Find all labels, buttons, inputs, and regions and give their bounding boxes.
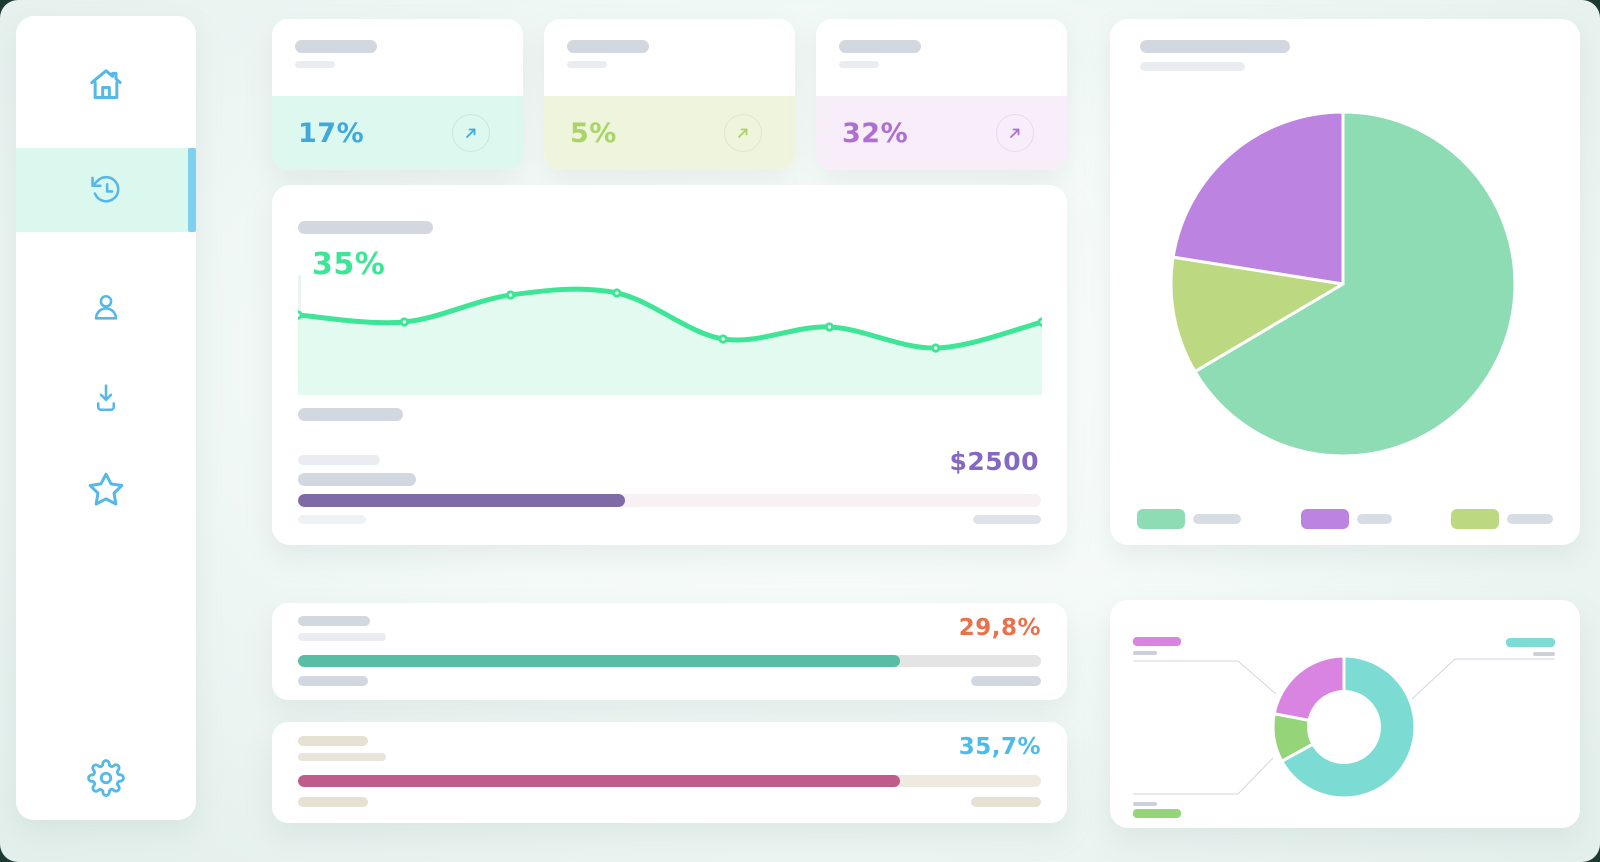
star-icon [86, 470, 126, 510]
legend-item [1137, 509, 1241, 529]
donut-chart [1133, 654, 1555, 800]
trend-card: 35% $2500 [272, 185, 1067, 545]
placeholder-bar [839, 61, 879, 68]
placeholder-bar [1133, 802, 1157, 806]
sidebar-item-profile[interactable] [16, 265, 196, 349]
sidebar-item-favorites[interactable] [16, 448, 196, 532]
legend-swatch-purple [1300, 509, 1349, 529]
trend-up-arrow-button[interactable] [452, 114, 490, 152]
pie-legend [1137, 509, 1553, 529]
stat-value: 32% [842, 117, 909, 149]
metric-value: 29,8% [958, 615, 1041, 641]
area-line-chart [298, 275, 1042, 395]
placeholder-bar [298, 221, 433, 234]
stat-card-2: 5% [544, 19, 795, 170]
budget-progress-bar [298, 494, 1041, 507]
arrow-up-right-icon [1007, 125, 1023, 141]
callout-lines [1133, 658, 1555, 795]
trend-up-arrow-button[interactable] [724, 114, 762, 152]
placeholder-bar [1193, 514, 1241, 524]
gear-icon [87, 759, 125, 797]
trend-value: 35% [312, 247, 386, 282]
donut-chart-card [1110, 600, 1580, 828]
arrow-up-right-icon [463, 125, 479, 141]
download-icon [89, 380, 123, 414]
user-icon [89, 290, 123, 324]
placeholder-bar [973, 515, 1041, 524]
sidebar [16, 16, 196, 820]
home-icon [86, 65, 126, 105]
legend-item [1451, 509, 1553, 529]
placeholder-bar [295, 40, 377, 53]
progress-fill [298, 655, 900, 667]
placeholder-bar [298, 753, 386, 761]
metric-value: 35,7% [958, 734, 1041, 760]
placeholder-bar [567, 61, 607, 68]
history-icon [89, 173, 123, 207]
sidebar-item-settings[interactable] [16, 736, 196, 820]
legend-swatch-teal [1506, 638, 1555, 647]
legend-swatch-magenta [1133, 637, 1181, 646]
stat-panel: 5% [544, 96, 795, 170]
placeholder-bar [1356, 514, 1392, 524]
amount-value: $2500 [949, 447, 1039, 476]
stat-value: 17% [298, 117, 365, 149]
placeholder-bar [298, 616, 370, 626]
placeholder-bar [1533, 652, 1555, 656]
stat-panel: 32% [816, 96, 1067, 170]
placeholder-bar [298, 408, 403, 421]
placeholder-bar [1140, 62, 1245, 71]
placeholder-bar [298, 455, 380, 465]
placeholder-bar [971, 797, 1041, 807]
placeholder-bar [295, 61, 335, 68]
stat-panel: 17% [272, 96, 523, 170]
progress-fill [298, 775, 900, 787]
placeholder-bar [1140, 40, 1290, 53]
progress-fill [298, 494, 625, 507]
legend-swatch-green [1137, 509, 1185, 529]
sidebar-item-downloads[interactable] [16, 355, 196, 439]
placeholder-bar [839, 40, 921, 53]
sidebar-item-history[interactable] [16, 148, 196, 232]
legend-item [1300, 509, 1392, 529]
metric-card-2: 35,7% [272, 722, 1067, 823]
trend-up-arrow-button[interactable] [996, 114, 1034, 152]
placeholder-bar [298, 633, 386, 641]
placeholder-bar [1507, 514, 1553, 524]
legend-swatch-green [1133, 809, 1181, 818]
metric-progress-bar [298, 775, 1041, 787]
active-indicator-bar [188, 148, 196, 232]
sidebar-item-home[interactable] [16, 43, 196, 127]
metric-card-1: 29,8% [272, 603, 1067, 700]
pie-chart [1169, 110, 1517, 458]
stat-value: 5% [570, 117, 617, 149]
placeholder-bar [567, 40, 649, 53]
arrow-up-right-icon [735, 125, 751, 141]
placeholder-bar [298, 736, 368, 746]
legend-swatch-olive [1451, 509, 1499, 529]
pie-chart-card [1110, 19, 1580, 545]
stat-card-1: 17% [272, 19, 523, 170]
placeholder-bar [1133, 651, 1157, 655]
placeholder-bar [971, 676, 1041, 686]
placeholder-bar [298, 473, 416, 486]
placeholder-bar [298, 515, 366, 524]
stat-card-3: 32% [816, 19, 1067, 170]
placeholder-bar [298, 676, 368, 686]
metric-progress-bar [298, 655, 1041, 667]
placeholder-bar [298, 797, 368, 807]
